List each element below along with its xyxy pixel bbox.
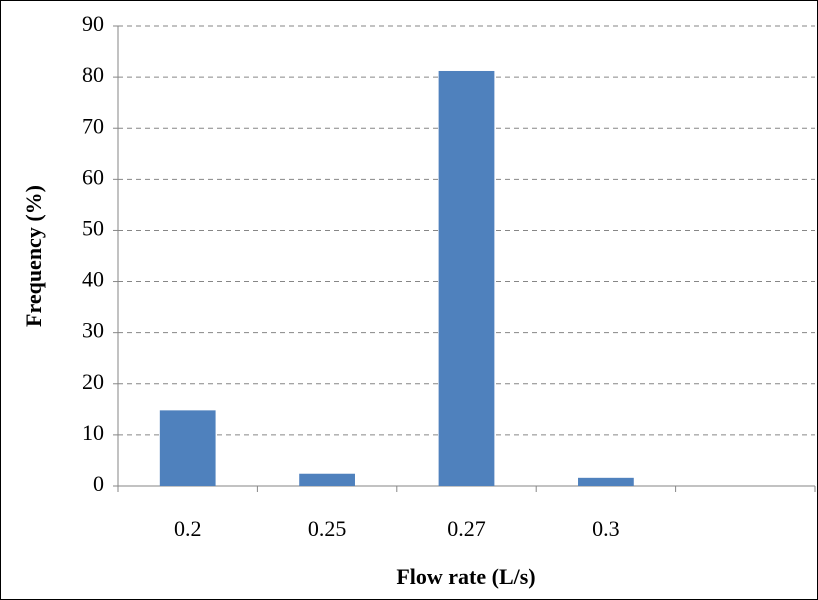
x-tick-label: 0.25 [308,516,347,541]
bar [299,473,355,486]
bar [578,477,634,486]
bar [159,410,216,486]
y-tick-label: 30 [82,318,104,343]
y-tick-label: 20 [82,369,104,394]
y-tick-label: 70 [82,113,104,138]
x-axis-label: Flow rate (L/s) [396,564,535,589]
bar [438,70,495,486]
y-tick-label: 40 [82,267,104,292]
y-axis-label: Frequency (%) [21,185,46,327]
y-tick-label: 0 [93,471,104,496]
x-tick-label: 0.3 [592,516,620,541]
y-tick-label: 50 [82,215,104,240]
y-tick-label: 10 [82,420,104,445]
x-tick-label: 0.2 [174,516,202,541]
y-tick-label: 90 [82,11,104,36]
x-tick-label: 0.27 [447,516,486,541]
y-tick-label: 60 [82,164,104,189]
y-tick-label: 80 [82,62,104,87]
